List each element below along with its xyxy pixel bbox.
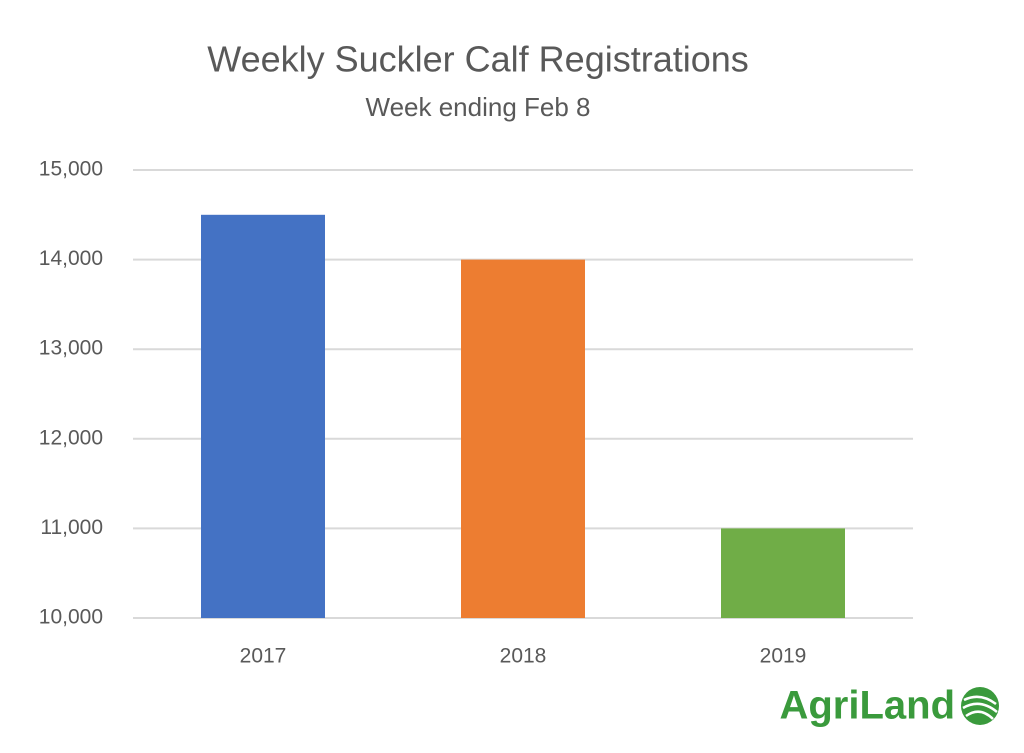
y-tick-label: 15,000: [39, 158, 103, 181]
x-tick-label: 2019: [760, 645, 807, 668]
y-tick-label: 10,000: [39, 606, 103, 629]
x-tick-label: 2017: [240, 645, 287, 668]
bar: [201, 214, 325, 619]
chart-subtitle: Week ending Feb 8: [366, 92, 591, 122]
y-tick-label: 11,000: [40, 516, 103, 539]
chart-title: Weekly Suckler Calf Registrations: [207, 39, 749, 80]
y-tick-label: 12,000: [39, 426, 103, 449]
logo-icon: [961, 687, 999, 725]
y-tick-label: 13,000: [39, 337, 103, 360]
bar: [721, 528, 845, 618]
x-tick-label: 2018: [500, 645, 547, 668]
y-tick-label: 14,000: [39, 247, 103, 270]
logo-text: AgriLand: [779, 684, 955, 728]
bar: [461, 259, 585, 618]
